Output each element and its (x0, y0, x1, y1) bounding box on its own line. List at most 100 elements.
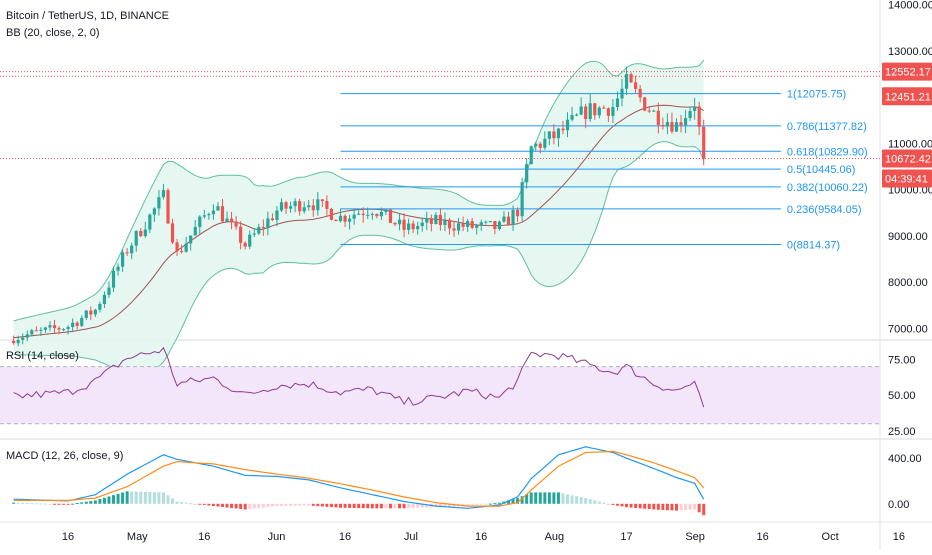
candle-body (584, 106, 588, 120)
macd-histogram-bar (325, 503, 329, 507)
macd-histogram-bar (615, 503, 619, 506)
candle-body (447, 219, 452, 229)
macd-histogram-bar (398, 503, 402, 509)
candle-body (198, 216, 202, 227)
macd-histogram-bar (339, 503, 343, 508)
macd-histogram-bar (352, 503, 356, 509)
candle-body (575, 114, 579, 116)
macd-histogram-bar (293, 503, 297, 506)
macd-histogram-bar (670, 503, 674, 511)
candle-body (561, 128, 565, 131)
price-axis-tick: 9000.00 (888, 231, 928, 243)
candle-body (139, 231, 143, 237)
macd-histogram-bar (43, 503, 47, 505)
macd-histogram-bar (647, 503, 651, 510)
candle-body (466, 221, 470, 227)
fib-level-label: 0.618(10829.90) (787, 146, 868, 158)
candle-body (674, 122, 679, 132)
candle-body (547, 131, 551, 139)
macd-histogram-bar (434, 503, 438, 508)
candle-body (602, 107, 606, 109)
candle-body (298, 201, 302, 212)
macd-histogram-bar (538, 492, 542, 504)
macd-histogram-bar (25, 503, 29, 505)
candle-body (502, 216, 506, 222)
macd-histogram-bar (298, 503, 302, 506)
candle-body (116, 266, 120, 271)
candle-body (157, 197, 161, 209)
candle-body (229, 218, 234, 222)
candle-body (225, 218, 229, 222)
macd-histogram-bar (638, 503, 642, 509)
candle-body (488, 221, 492, 223)
macd-histogram-bar (674, 503, 678, 511)
macd-histogram-bar (284, 503, 288, 506)
candle-body (407, 223, 411, 230)
macd-histogram-bar (516, 498, 520, 504)
macd-histogram-bar (656, 503, 660, 510)
macd-histogram-bar (71, 503, 75, 505)
macd-histogram-bar (425, 503, 429, 508)
candle-body (98, 303, 102, 310)
macd-histogram-bar (393, 503, 397, 509)
candle-body (75, 322, 79, 326)
candle-body (39, 329, 43, 331)
macd-histogram-bar (320, 503, 324, 507)
candle-body (643, 97, 647, 111)
candle-body (634, 82, 638, 89)
price-tag-label: 04:39:41 (885, 174, 928, 186)
candle-body (343, 215, 347, 222)
macd-histogram-bar (216, 503, 220, 507)
candle-body (702, 126, 706, 159)
candle-body (143, 229, 147, 237)
candle-body (184, 243, 188, 252)
candle-body (456, 223, 461, 231)
time-axis-tick: 17 (620, 531, 632, 543)
macd-histogram-bar (171, 498, 175, 504)
candle-body (425, 218, 429, 223)
candle-body (348, 218, 352, 222)
macd-histogram-bar (620, 503, 624, 507)
macd-histogram-bar (366, 503, 370, 509)
candle-body (611, 107, 615, 116)
macd-histogram-bar (343, 503, 347, 508)
bb-basis-line (13, 104, 704, 339)
rsi-pane-label[interactable]: RSI (14, close) (6, 350, 79, 362)
candle-body (189, 235, 193, 244)
macd-histogram-bar (534, 492, 538, 504)
time-axis-tick: 16 (893, 531, 905, 543)
candle-body (220, 206, 225, 222)
macd-histogram-bar (348, 503, 352, 508)
bb-indicator-label[interactable]: BB (20, close, 2, 0) (6, 27, 100, 39)
rsi-axis-tick: 25.00 (888, 426, 916, 438)
candle-body (593, 103, 597, 116)
macd-histogram-bar (625, 503, 629, 508)
macd-histogram-bar (280, 503, 283, 506)
macd-histogram-bar (157, 492, 161, 504)
macd-histogram-bar (525, 494, 529, 504)
macd-histogram-bar (252, 503, 256, 509)
time-axis-tick: 16 (757, 531, 769, 543)
price-axis-tick: 14000.00 (888, 0, 932, 12)
candle-body (470, 221, 474, 228)
macd-histogram-bar (53, 503, 56, 505)
macd-histogram-bar (416, 503, 420, 508)
candle-body (366, 214, 370, 216)
macd-histogram-bar (193, 503, 197, 505)
candle-body (416, 226, 420, 230)
candle-body (302, 207, 306, 212)
macd-histogram-bar (466, 503, 470, 507)
macd-histogram-bar (479, 503, 483, 505)
time-axis-tick: Jun (268, 531, 286, 543)
candle-body (234, 221, 238, 227)
candle-body (148, 214, 152, 230)
candle-body (284, 202, 288, 209)
candle-body (243, 242, 247, 247)
macd-histogram-bar (597, 501, 601, 504)
candle-body (656, 110, 660, 126)
macd-histogram-bar (488, 503, 492, 505)
macd-pane-label[interactable]: MACD (12, 26, close, 9) (6, 450, 124, 462)
macd-histogram-bar (239, 503, 243, 509)
